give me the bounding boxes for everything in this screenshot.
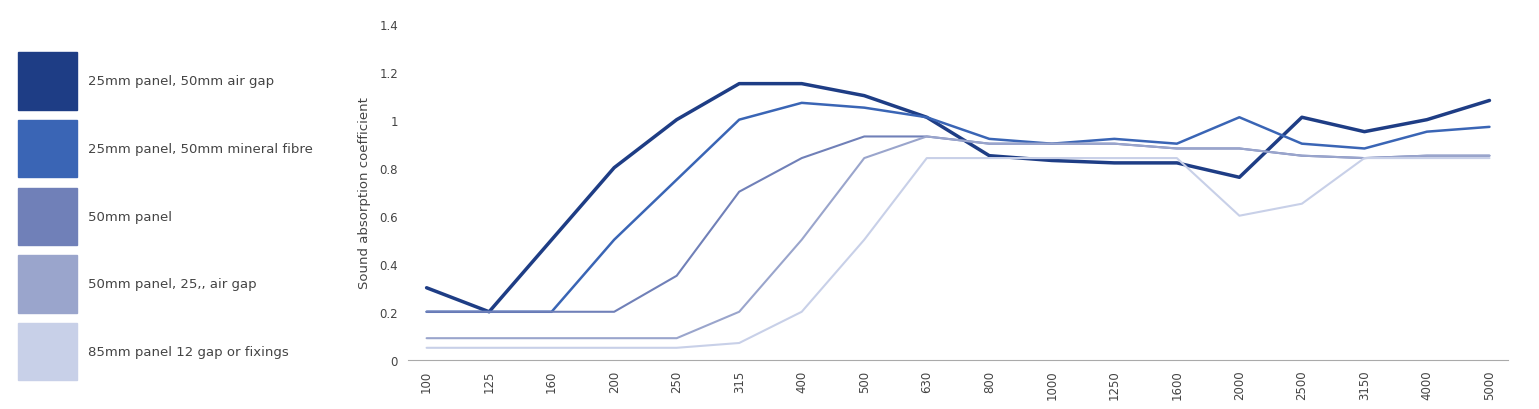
Text: 85mm panel 12 gap or fixings: 85mm panel 12 gap or fixings	[88, 345, 288, 358]
Text: 50mm panel, 25,, air gap: 50mm panel, 25,, air gap	[88, 278, 257, 291]
Text: 25mm panel, 50mm air gap: 25mm panel, 50mm air gap	[88, 75, 274, 88]
Text: 50mm panel: 50mm panel	[88, 210, 172, 223]
Text: 25mm panel, 50mm mineral fibre: 25mm panel, 50mm mineral fibre	[88, 143, 312, 156]
Y-axis label: Sound absorption coefficient: Sound absorption coefficient	[359, 97, 371, 288]
